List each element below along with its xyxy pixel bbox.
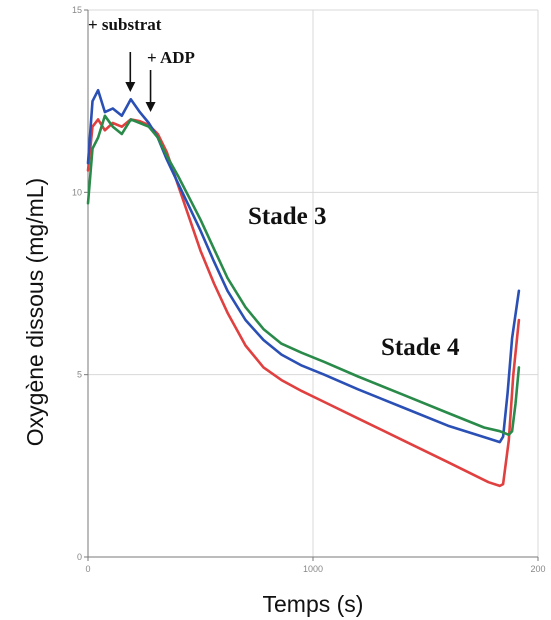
- x-axis-label: Temps (s): [263, 591, 364, 617]
- series-lines: [86, 88, 521, 488]
- tick-labels: 0 5 10 15 0 1000 200: [72, 5, 546, 574]
- arrow-substrat-head: [125, 82, 136, 92]
- annotation-stade-4: Stade 4: [381, 334, 460, 361]
- y-axis-label: Oxygène dissous (mg/mL): [22, 178, 48, 446]
- annotation-substrat: + substrat: [88, 15, 162, 34]
- annotation-adp: + ADP: [147, 48, 195, 67]
- y-tick-label: 5: [77, 370, 82, 380]
- grid: [87, 9, 539, 558]
- annotation-stade-3: Stade 3: [248, 203, 326, 230]
- axes: [84, 9, 539, 561]
- series-line-1: [86, 118, 521, 488]
- x-tick-label: 0: [85, 564, 90, 574]
- y-tick-label: 15: [72, 5, 82, 15]
- series-line-2: [86, 88, 521, 444]
- y-tick-label: 0: [77, 552, 82, 562]
- annotations: + substrat + ADP Stade 3 Stade 4: [88, 15, 460, 361]
- x-tick-label: 1000: [303, 564, 323, 574]
- series-line-3: [86, 114, 521, 437]
- arrow-adp-head: [145, 102, 156, 112]
- x-tick-label: 200: [530, 564, 545, 574]
- y-tick-label: 10: [72, 187, 82, 197]
